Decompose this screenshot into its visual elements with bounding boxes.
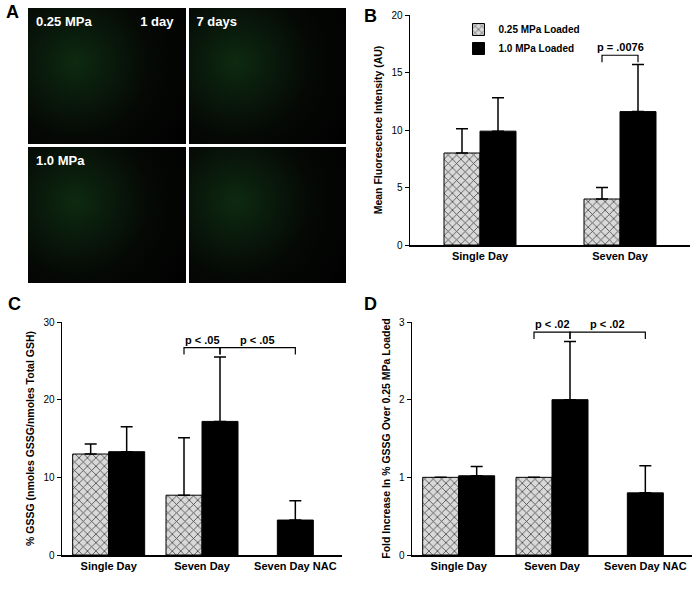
html-text:7 days: 7 days (196, 14, 237, 29)
svg-text:0: 0 (397, 240, 403, 251)
html-text:1 day: 1 day (140, 14, 174, 29)
svg-text:D: D (364, 294, 377, 314)
html-text:A: A (6, 2, 19, 22)
svg-text:p < .02: p < .02 (590, 318, 625, 330)
svg-text:Fold Increase In % GSSG Over 0: Fold Increase In % GSSG Over 0.25 MPa Lo… (380, 318, 392, 558)
svg-text:Mean Fluorescence Intensity (A: Mean Fluorescence Intensity (AU) (372, 46, 384, 215)
svg-text:1.0 MPa Loaded: 1.0 MPa Loaded (499, 43, 575, 54)
svg-text:Seven Day NAC: Seven Day NAC (604, 560, 687, 572)
html-text:0.25 MPa: 0.25 MPa (36, 14, 92, 29)
svg-text:Single Day: Single Day (452, 250, 509, 262)
svg-text:p < .02: p < .02 (535, 318, 570, 330)
svg-text:Single Day: Single Day (431, 560, 488, 572)
svg-text:0: 0 (399, 550, 405, 561)
svg-text:20: 20 (391, 10, 403, 21)
svg-text:p < .05: p < .05 (240, 334, 275, 346)
svg-text:Seven Day: Seven Day (524, 560, 581, 572)
svg-text:3: 3 (399, 317, 405, 328)
html-text:1.0 MPa: 1.0 MPa (36, 153, 85, 168)
svg-text:Seven Day NAC: Seven Day NAC (254, 560, 337, 572)
svg-text:B: B (364, 6, 377, 26)
svg-text:p = .0076: p = .0076 (597, 41, 644, 53)
svg-text:Seven Day: Seven Day (592, 250, 649, 262)
svg-text:10: 10 (391, 125, 403, 136)
svg-text:% GSSG (nmoles GSSG/nmoles Tot: % GSSG (nmoles GSSG/nmoles Total GSH) (24, 331, 36, 546)
svg-text:p < .05: p < .05 (185, 334, 220, 346)
svg-text:C: C (8, 294, 21, 314)
svg-text:1: 1 (399, 472, 405, 483)
svg-text:2: 2 (399, 394, 405, 405)
svg-text:10: 10 (43, 472, 55, 483)
svg-text:Seven Day: Seven Day (174, 560, 231, 572)
svg-text:15: 15 (391, 67, 403, 78)
svg-text:5: 5 (397, 182, 403, 193)
svg-text:20: 20 (43, 394, 55, 405)
svg-text:0: 0 (49, 550, 55, 561)
svg-text:Single Day: Single Day (81, 560, 138, 572)
svg-text:0.25 MPa Loaded: 0.25 MPa Loaded (499, 24, 580, 35)
svg-text:30: 30 (43, 317, 55, 328)
